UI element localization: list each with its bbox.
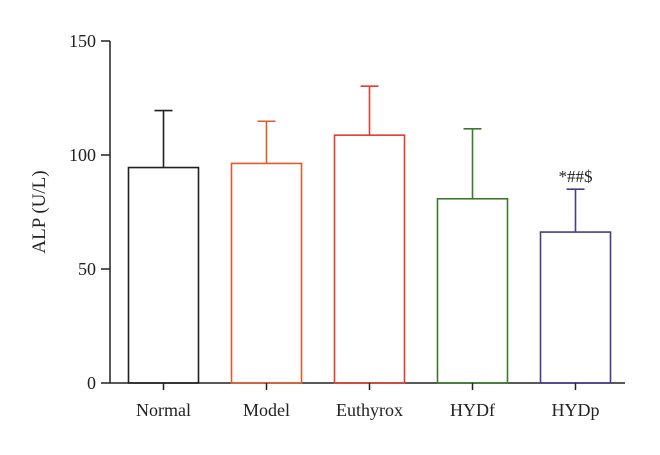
x-tick-label-hydf: HYDf	[450, 400, 495, 420]
x-tick-label-euthyrox: Euthyrox	[336, 400, 403, 420]
bar-euthyrox	[333, 134, 406, 384]
y-tick-label: 100	[69, 145, 96, 165]
bar-hydp	[539, 231, 612, 384]
bars	[127, 134, 612, 384]
significance-annotation: *##$	[559, 167, 593, 186]
x-tick-label-hydp: HYDp	[552, 400, 600, 420]
y-axis-title: ALP (U/L)	[29, 170, 50, 253]
bar-normal	[127, 166, 200, 384]
x-tick-label-model: Model	[243, 400, 290, 420]
x-tick-labels: Normal Model Euthyrox HYDf HYDp	[136, 383, 600, 420]
y-tick-label: 150	[69, 31, 96, 51]
bar-model	[230, 162, 303, 384]
y-tick-label: 50	[78, 259, 96, 279]
x-tick-label-normal: Normal	[136, 400, 191, 420]
y-tick-label: 0	[87, 373, 96, 393]
bar-hydf	[436, 197, 509, 384]
annotations: *##$	[559, 167, 593, 186]
y-ticks: 0 50 100 150	[69, 31, 110, 393]
error-bars	[154, 85, 585, 233]
